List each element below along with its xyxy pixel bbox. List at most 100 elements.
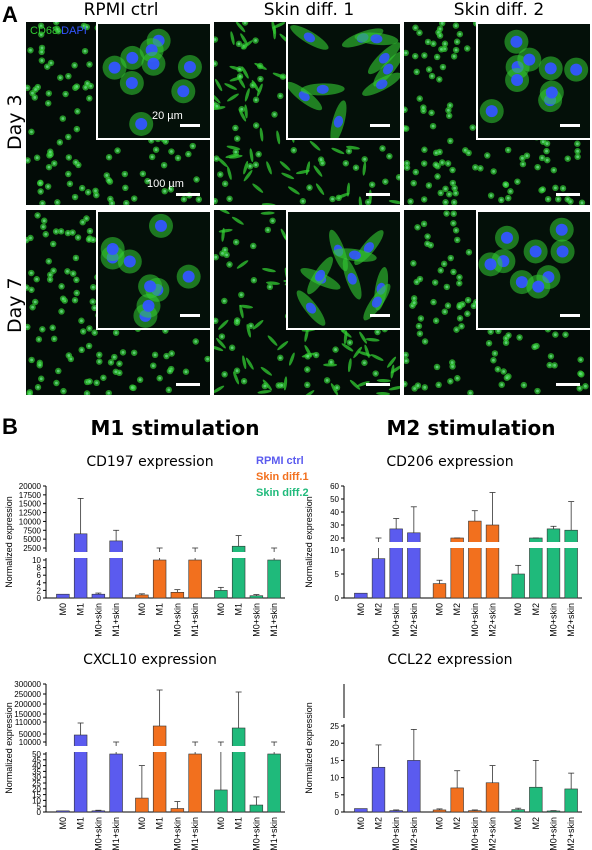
y-tick-label: 10 — [330, 546, 339, 555]
x-tick-label: M2+skin — [566, 603, 576, 637]
bar — [109, 753, 123, 813]
y-tick-label: 30 — [330, 521, 339, 530]
y-tick-label: 20 — [32, 785, 41, 794]
stain-label: CD68 DAPI — [30, 25, 87, 37]
y-axis-label: Normalized expression — [4, 702, 14, 794]
micrograph-inset — [96, 210, 210, 330]
micrograph-inset — [286, 22, 400, 140]
y-tick-label: 10 — [32, 556, 41, 565]
bar — [73, 533, 88, 599]
x-tick-label: M2 — [452, 603, 462, 616]
x-tick-label: M0 — [137, 603, 147, 616]
y-tick-label: 15000 — [19, 500, 42, 509]
x-tick-label: M0 — [513, 603, 523, 616]
main-scale-bar — [556, 383, 580, 386]
y-tick-label: 200000 — [14, 700, 41, 709]
x-tick-label: M0 — [58, 817, 68, 830]
y-tick-label: 10000 — [19, 517, 42, 526]
x-tick-label: M2+skin — [566, 817, 576, 850]
y-tick-label: 40 — [32, 762, 41, 771]
y-tick-label: 5 — [335, 570, 340, 579]
y-tick-label: 10 — [32, 796, 41, 805]
column-header-skin-diff-1: Skin diff. 1 — [263, 0, 355, 20]
x-tick-label: M0 — [435, 817, 445, 830]
y-tick-label: 4 — [37, 579, 42, 588]
x-tick-label: M0+skin — [93, 817, 103, 850]
y-tick-label: 35 — [32, 767, 41, 776]
y-tick-label: 7500 — [23, 526, 41, 535]
x-tick-label: M0 — [356, 817, 366, 830]
axis-break — [44, 552, 287, 558]
bar — [546, 810, 561, 813]
x-tick-label: M0+skin — [172, 603, 182, 637]
y-axis-label: Normalized expression — [304, 496, 314, 588]
bar — [485, 524, 500, 599]
inset-scale-label: 20 µm — [152, 110, 183, 122]
micrograph-tile: 20 µm 100 µm CD68 DAPI — [26, 22, 210, 205]
x-tick-label: M0 — [435, 603, 445, 616]
bar — [231, 727, 246, 813]
bar — [214, 789, 228, 813]
bar — [135, 594, 149, 599]
y-tick-label: 50000 — [19, 730, 42, 739]
m1-stimulation-title: M1 stimulation — [90, 416, 260, 440]
bar — [389, 528, 403, 599]
y-axis-label: Normalized expression — [4, 496, 14, 588]
bar — [407, 760, 421, 813]
x-tick-label: M0 — [58, 603, 68, 616]
micrograph-inset — [476, 210, 590, 330]
x-tick-label: M0+skin — [391, 603, 401, 637]
bar — [267, 753, 281, 813]
x-tick-label: M1 — [155, 817, 165, 830]
bar — [468, 810, 482, 813]
y-tick-label: 20 — [330, 534, 339, 543]
y-tick-label: 10000 — [19, 738, 42, 747]
bar — [214, 590, 228, 599]
y-tick-label: 5 — [37, 802, 42, 811]
bar — [267, 559, 281, 599]
bar — [109, 540, 123, 599]
y-tick-label: 15 — [330, 756, 339, 765]
bar — [56, 810, 70, 813]
x-tick-label: M0+skin — [549, 817, 559, 850]
x-tick-label: M0+skin — [549, 603, 559, 637]
x-tick-label: M2 — [452, 817, 462, 830]
y-tick-label: 30 — [32, 773, 41, 782]
bar — [432, 583, 447, 599]
x-tick-label: M1+skin — [111, 817, 121, 850]
x-tick-label: M2 — [374, 603, 384, 616]
legend-skin-diff-2: Skin diff.2 — [256, 487, 309, 499]
panel-b-label: B — [2, 414, 18, 439]
y-tick-label: 8 — [37, 564, 42, 573]
main-scale-bar — [556, 193, 580, 196]
micrograph-tile — [214, 22, 400, 205]
y-tick-label: 0 — [335, 594, 340, 603]
x-tick-label: M1+skin — [111, 603, 121, 637]
bar — [432, 809, 447, 813]
x-tick-label: M0+skin — [470, 817, 480, 850]
x-tick-label: M0+skin — [93, 603, 103, 637]
x-tick-label: M2+skin — [488, 817, 498, 850]
y-tick-label: 5000 — [23, 535, 41, 544]
x-tick-label: M2+skin — [488, 603, 498, 637]
x-tick-label: M0+skin — [251, 603, 261, 637]
column-header-skin-diff-2: Skin diff. 2 — [453, 0, 545, 20]
y-tick-label: 0 — [37, 808, 42, 817]
x-tick-label: M1+skin — [190, 603, 200, 637]
x-tick-label: M2 — [531, 817, 541, 830]
y-tick-label: 2500 — [23, 544, 41, 553]
x-tick-label: M2+skin — [409, 817, 419, 850]
micrograph-inset — [476, 22, 590, 140]
bar — [249, 804, 264, 813]
chart-cd197: CD197 expression Normalized expression 024… — [4, 454, 287, 637]
x-tick-label: M0 — [137, 817, 147, 830]
bar — [91, 810, 106, 813]
micrograph-tile — [26, 210, 210, 395]
y-tick-label: 12500 — [19, 509, 42, 518]
bar — [485, 782, 500, 813]
bar — [188, 753, 202, 813]
main-scale-bar — [366, 193, 390, 196]
y-tick-label: 25 — [32, 779, 41, 788]
main-scale-bar — [176, 383, 200, 386]
micrograph-tile — [404, 22, 590, 205]
